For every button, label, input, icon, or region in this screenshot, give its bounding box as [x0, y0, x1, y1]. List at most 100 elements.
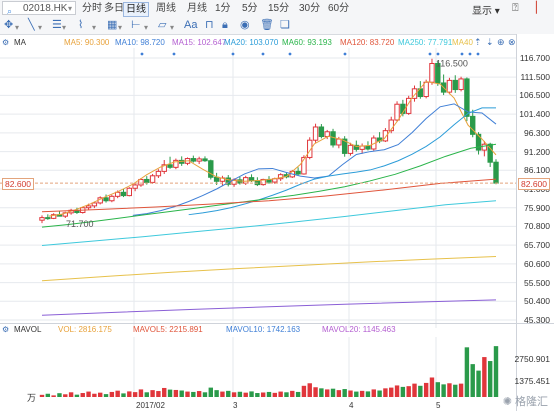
volume-bar [138, 389, 144, 397]
candle-body [336, 138, 342, 146]
magnet-icon[interactable]: ⊓ [205, 19, 214, 31]
volume-bar [458, 383, 464, 397]
date-label-mar: 3 [233, 401, 238, 410]
pin-icon[interactable]: ▏ [536, 2, 545, 14]
volume-bar [487, 361, 493, 397]
low-price-label: 71.700 [66, 219, 94, 229]
move-up-icon[interactable]: ⇡ [474, 37, 482, 47]
price-axis-tick: 70.800 [524, 221, 550, 232]
period-intraday[interactable]: 分时 [82, 3, 102, 14]
chevron-down-icon[interactable]: ▾ [38, 23, 43, 32]
grid-tool-icon[interactable]: ▦ [107, 19, 118, 31]
candle-body [452, 79, 458, 91]
crosshair-icon[interactable]: ✥ [4, 19, 14, 31]
display-menu-button[interactable]: 显示 ▾ [472, 6, 500, 17]
candle-body [45, 217, 51, 220]
period-monthly[interactable]: 月线 [187, 3, 207, 14]
period-60min[interactable]: 60分 [328, 3, 350, 14]
candle-body [470, 115, 476, 135]
ma-line-ma40 [41, 256, 497, 282]
symbol-selector[interactable]: ⌕ 02018.HK ▾ [2, 1, 76, 16]
chevron-down-icon[interactable]: ▾ [15, 23, 20, 32]
eye-icon[interactable]: ◉ [240, 19, 250, 31]
volume-bar [394, 385, 400, 397]
candle-body [464, 78, 470, 117]
close-icon[interactable]: ⊗ [508, 37, 516, 47]
volume-bar [476, 370, 481, 397]
volume-bar [354, 391, 359, 397]
chevron-down-icon[interactable]: ▾ [92, 23, 97, 32]
settings-icon[interactable]: ⚙ [2, 38, 10, 47]
chevron-down-icon[interactable]: ▾ [118, 23, 123, 32]
pane-divider[interactable] [0, 323, 554, 324]
volume-bar [389, 387, 394, 397]
text-annotation-icon[interactable]: Aa [184, 19, 198, 31]
candle-body [85, 205, 92, 209]
chevron-down-icon[interactable]: ▾ [144, 23, 149, 32]
volume-bar [423, 382, 429, 397]
candle-body [388, 119, 394, 132]
help-icon[interactable]: ⍰ [512, 2, 519, 14]
candlestick-chart[interactable]: 116.500 71.700 [0, 48, 516, 328]
chevron-down-icon[interactable]: ▾ [170, 23, 175, 32]
period-multiday[interactable]: 多日 [104, 3, 124, 14]
ma40-label: MA40 [452, 38, 473, 47]
wave-line-icon[interactable]: ⌇ [78, 19, 84, 31]
volume-bar [365, 391, 371, 397]
period-1min[interactable]: 1分 [215, 3, 231, 14]
settings-icon[interactable]: ⚙ [2, 325, 10, 334]
candle-body [429, 63, 435, 83]
volume-bar [290, 390, 295, 397]
volume-bar [406, 386, 411, 397]
candle-body [423, 81, 429, 98]
period-30min[interactable]: 30分 [299, 3, 321, 14]
volume-bar [482, 357, 487, 397]
high-price-label: 116.500 [436, 59, 468, 69]
line-draw-icon[interactable]: ╲ [28, 19, 35, 31]
mavol5-label: MAVOL5: 2215.891 [133, 325, 203, 334]
volume-bar [400, 386, 406, 397]
candle-body [138, 178, 144, 186]
lock-icon[interactable]: 🔒︎ [222, 19, 228, 31]
layers-icon[interactable]: ❏ [280, 19, 290, 31]
volume-bar [162, 387, 167, 397]
price-axis-tick: 111.500 [520, 72, 550, 83]
price-axis-tick: 116.700 [519, 53, 550, 63]
add-indicator-icon[interactable]: ⊕ [497, 37, 505, 47]
parallel-lines-icon[interactable]: ☰ [52, 19, 62, 31]
candle-body [190, 158, 197, 162]
watermark: ✺ 格隆汇 [502, 396, 548, 408]
period-daily[interactable]: 日线 [123, 2, 149, 17]
chevron-down-icon[interactable]: ▾ [62, 23, 67, 32]
candle-body [213, 176, 220, 182]
price-axis-tick: 106.500 [519, 90, 550, 101]
volume-bar [132, 392, 138, 397]
trash-icon[interactable]: 🗑︎ [260, 19, 274, 31]
main-indicator-legend: ⚙ MA MA5: 90.300 MA10: 98.720 MA15: 102.… [0, 37, 516, 49]
period-weekly[interactable]: 周线 [156, 3, 176, 14]
volume-chart[interactable] [0, 337, 516, 399]
volume-bar [348, 390, 353, 397]
volume-bar [243, 392, 248, 397]
price-axis-tick: 96.300 [524, 127, 550, 138]
search-icon: ⌕ [7, 6, 13, 16]
measure-icon[interactable]: ⊢ [131, 19, 141, 31]
volume-bar [86, 391, 91, 397]
volume-bar [295, 391, 301, 397]
volume-bar [412, 383, 417, 397]
candle-body [458, 78, 464, 91]
volume-bar [92, 393, 97, 397]
mavol10-label: MAVOL10: 1742.163 [226, 325, 301, 334]
period-5min[interactable]: 5分 [242, 3, 258, 14]
volume-bar [371, 389, 376, 397]
move-down-icon[interactable]: ⇣ [486, 37, 494, 47]
toolbar-row-tools: ✥ ▾ ╲ ▾ ☰ ▾ ⌇ ▾ ▦ ▾ ⊢ ▾ ▱ ▾ Aa ⊓ 🔒︎ ◉ 🗑︎… [0, 17, 554, 34]
period-15min[interactable]: 15分 [268, 3, 290, 14]
event-marker [231, 52, 235, 56]
date-label-feb: 2017/02 [136, 401, 165, 410]
shape-icon[interactable]: ▱ [158, 19, 167, 31]
volume-bar [470, 364, 475, 397]
volume-bar [51, 395, 56, 397]
volume-bar [208, 387, 213, 397]
chevron-down-icon: ▾ [67, 4, 72, 13]
